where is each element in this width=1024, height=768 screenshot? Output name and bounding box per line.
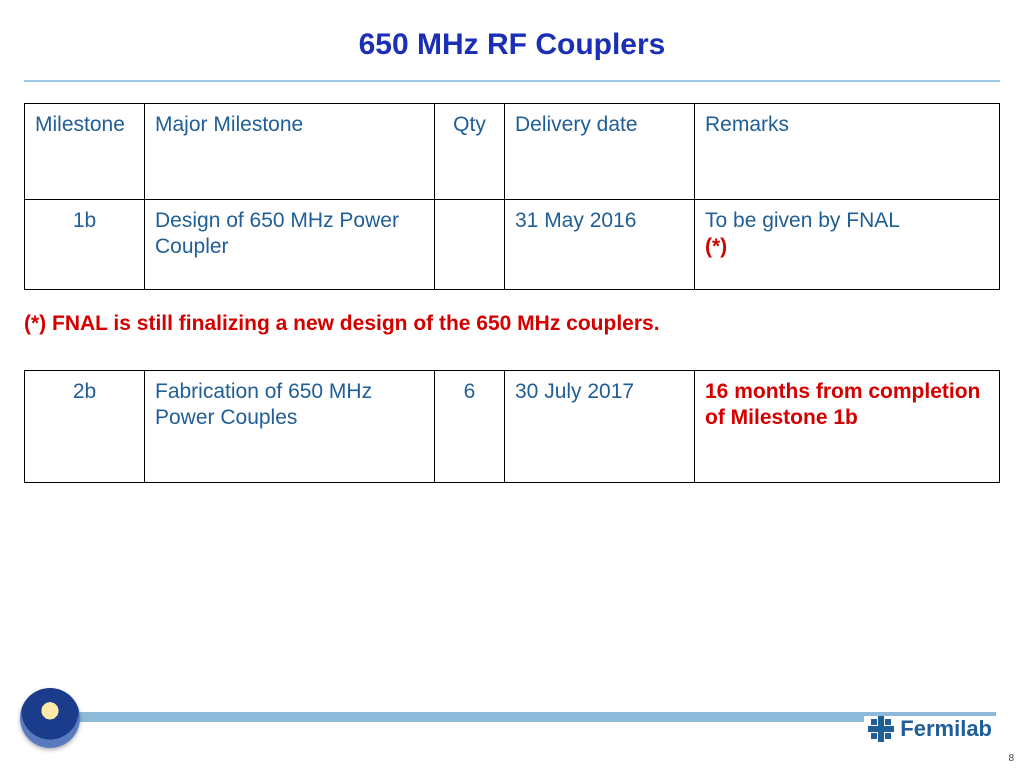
dae-logo-icon xyxy=(20,688,80,748)
slide-title: 650 MHz RF Couplers xyxy=(0,0,1024,80)
cell-remarks: 16 months from completion of Milestone 1… xyxy=(695,371,1000,483)
remarks-asterisk: (*) xyxy=(705,235,727,258)
footer-rule xyxy=(56,712,996,722)
table-row: 1b Design of 650 MHz Power Coupler 31 Ma… xyxy=(25,200,1000,290)
table-row: 2b Fabrication of 650 MHz Power Couples … xyxy=(25,371,1000,483)
table-header-row: Milestone Major Milestone Qty Delivery d… xyxy=(25,104,1000,200)
cell-major: Design of 650 MHz Power Coupler xyxy=(145,200,435,290)
page-number: 8 xyxy=(1008,753,1014,764)
cell-milestone: 1b xyxy=(25,200,145,290)
cell-qty: 6 xyxy=(435,371,505,483)
cell-date: 31 May 2016 xyxy=(505,200,695,290)
col-header-remarks: Remarks xyxy=(695,104,1000,200)
col-header-major: Major Milestone xyxy=(145,104,435,200)
milestones-table-top: Milestone Major Milestone Qty Delivery d… xyxy=(24,103,1000,290)
col-header-date: Delivery date xyxy=(505,104,695,200)
footnote-text: (*) FNAL is still finalizing a new desig… xyxy=(24,312,1000,336)
cell-date: 30 July 2017 xyxy=(505,371,695,483)
fermilab-mark-icon xyxy=(868,716,894,742)
cell-milestone: 2b xyxy=(25,371,145,483)
cell-remarks: To be given by FNAL (*) xyxy=(695,200,1000,290)
col-header-qty: Qty xyxy=(435,104,505,200)
fermilab-logo: Fermilab xyxy=(864,716,996,742)
fermilab-label: Fermilab xyxy=(900,716,992,742)
col-header-milestone: Milestone xyxy=(25,104,145,200)
remarks-text: To be given by FNAL xyxy=(705,209,900,232)
footer: Fermilab xyxy=(0,696,1024,744)
cell-major: Fabrication of 650 MHz Power Couples xyxy=(145,371,435,483)
milestones-table-bottom: 2b Fabrication of 650 MHz Power Couples … xyxy=(24,370,1000,483)
cell-qty xyxy=(435,200,505,290)
